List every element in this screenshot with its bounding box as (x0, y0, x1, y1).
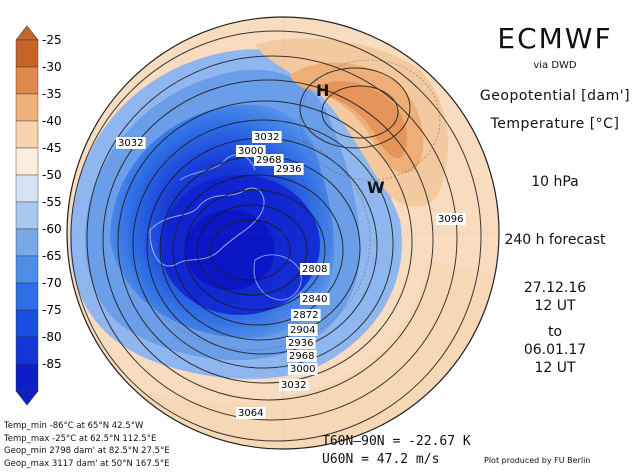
colorbar-tick-label: -50 (42, 168, 62, 182)
colorbar-swatch (15, 39, 39, 68)
colorbar-swatch (15, 66, 39, 95)
colorbar-tick-label: -70 (42, 276, 62, 290)
temperature-label: Temperature [°C] (490, 116, 620, 132)
forecast-hours: 240 h forecast (504, 232, 606, 248)
colorbar-tick-label: -30 (42, 60, 62, 74)
colorbar-tick-label: -85 (42, 357, 62, 371)
contour-label: 3032 (281, 380, 306, 391)
contour-label: 2904 (290, 325, 315, 336)
contour-label-box (252, 131, 282, 143)
contour-labels: 3032303230002968293630962808284028722904… (116, 131, 466, 419)
geopotential-label: Geopotential [dam'] (479, 88, 631, 104)
contour-label-box (291, 309, 321, 321)
contour-label: 2936 (276, 164, 301, 175)
colorbar-tick-label: -65 (42, 249, 62, 263)
colorbar-tick-label: -35 (42, 87, 62, 101)
colorbar-swatch (15, 201, 39, 230)
source-label: via DWD (533, 60, 577, 71)
high-pressure-label: H (316, 81, 329, 100)
colorbar-swatch (15, 228, 39, 257)
init-time: 12 UT (534, 298, 576, 314)
colorbar-tick-label: -60 (42, 222, 62, 236)
colorbar: -25 -30 -35 -40 -45 -50 -55 -60 -65 -70 -75 -80 -85 (15, 25, 62, 406)
colorbar-swatch (15, 147, 39, 176)
credit-text: Plot produced by FU Berlin (484, 456, 591, 465)
average-wind: U60N = 47.2 m/s (322, 452, 440, 467)
colorbar-bottom-arrow (15, 390, 39, 406)
polar-map: 3032303230002968293630962808284028722904… (67, 17, 499, 449)
contour-label: 2968 (289, 351, 314, 362)
contour-label-box (274, 163, 304, 175)
geop-max: Geop_max 3117 dam' at 50°N 167.5°E (4, 458, 170, 469)
average-temperature: T60N–90N = -22.67 K (322, 434, 471, 449)
colorbar-swatch (15, 174, 39, 203)
contour-label-box (300, 293, 330, 305)
colorbar-tick-label: -55 (42, 195, 62, 209)
contour-label-box (286, 337, 316, 349)
contour-label-box (279, 379, 309, 391)
colorbar-tick-label: -40 (42, 114, 62, 128)
colorbar-tick-label: -45 (42, 141, 62, 155)
colorbar-swatch (15, 93, 39, 122)
extremes-stats: Temp_min -86°C at 65°N 42.5°W Temp_max -… (4, 420, 170, 470)
valid-time: 12 UT (534, 360, 576, 376)
contour-label: 2840 (302, 294, 327, 305)
contour-label-box (436, 213, 466, 225)
colorbar-top-arrow (15, 25, 39, 41)
colorbar-tick-label: -25 (42, 33, 62, 47)
contour-label-box (287, 350, 317, 362)
colorbar-swatch (15, 336, 39, 365)
temp-min: Temp_min -86°C at 65°N 42.5°W (4, 421, 144, 431)
contour-label-box (288, 324, 318, 336)
contour-label-box (300, 263, 330, 275)
pressure-level: 10 hPa (531, 174, 579, 190)
model-title: ECMWF (497, 22, 613, 55)
colorbar-swatch (15, 309, 39, 338)
contour-label: 2968 (256, 155, 281, 166)
contour-label: 2872 (293, 310, 318, 321)
colorbar-tick-label: -80 (42, 330, 62, 344)
contour-label-box (236, 407, 266, 419)
init-date: 27.12.16 (523, 280, 587, 296)
to-label: to (547, 324, 563, 340)
colorbar-tick-label: -75 (42, 303, 62, 317)
contour-label: 3096 (438, 214, 463, 225)
colorbar-swatch (15, 120, 39, 149)
map-border (66, 16, 500, 450)
contour-label: 3032 (254, 132, 279, 143)
valid-date: 06.01.17 (523, 342, 587, 358)
contour-label-box (288, 363, 318, 375)
contour-label-box (116, 137, 146, 149)
contour-label: 2936 (288, 338, 313, 349)
contour-label: 2808 (302, 264, 327, 275)
contour-label: 3000 (238, 146, 263, 157)
colorbar-swatch (15, 255, 39, 284)
geop-min: Geop_min 2798 dam' at 82.5°N 27.5°E (4, 446, 170, 456)
colorbar-swatch (15, 363, 39, 392)
warm-label: W (367, 178, 385, 197)
contour-label: 3000 (290, 364, 315, 375)
contour-label: 3032 (118, 138, 143, 149)
colorbar-swatch (15, 282, 39, 311)
contour-label: 3064 (238, 408, 263, 419)
temp-max: Temp_max -25°C at 62.5°N 112.5°E (4, 433, 157, 444)
